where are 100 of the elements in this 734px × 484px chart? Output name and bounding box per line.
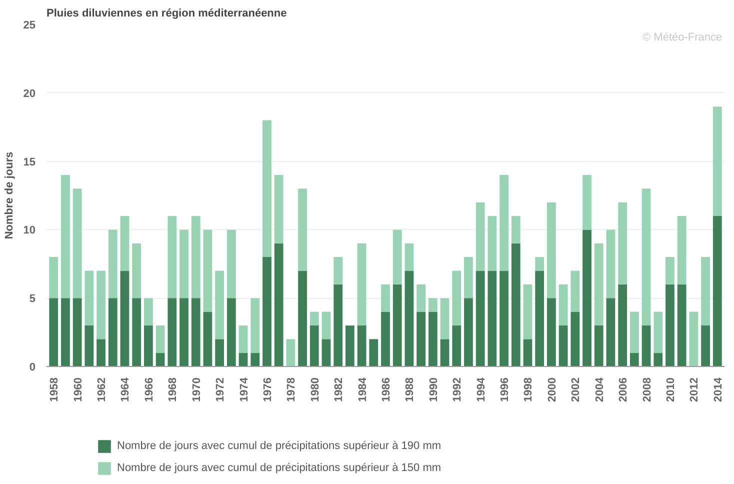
bar (452, 325, 462, 366)
bar (49, 257, 58, 298)
x-tick-label: 1982 (333, 377, 346, 402)
bar (262, 120, 272, 258)
bar (191, 298, 200, 366)
bar (215, 270, 224, 340)
bar (677, 216, 686, 284)
bar (594, 243, 604, 326)
x-tick-label: 1984 (356, 376, 369, 402)
bar (606, 298, 616, 366)
bar (61, 174, 70, 298)
bar (476, 270, 485, 366)
bar (464, 298, 473, 366)
bar (262, 257, 272, 366)
bar (310, 312, 319, 326)
bar (144, 325, 153, 366)
bar (310, 325, 319, 366)
bar (203, 230, 212, 312)
bar (168, 298, 177, 366)
bar (464, 257, 473, 298)
bar (238, 325, 248, 353)
bar (547, 202, 556, 298)
bar (582, 174, 592, 230)
bar (298, 270, 307, 366)
bar (156, 325, 165, 353)
x-tick-label: 1958 (48, 377, 61, 402)
bar (392, 284, 402, 366)
bar (440, 339, 450, 366)
bar (357, 243, 366, 326)
x-tick-label: 1986 (380, 377, 392, 402)
bar (49, 298, 58, 366)
x-tick-label: 1994 (475, 376, 488, 402)
bar (392, 230, 402, 284)
bar (570, 312, 580, 366)
x-tick-label: 1990 (428, 377, 440, 402)
bar (203, 312, 212, 366)
x-tick-label: 1970 (190, 377, 203, 402)
bar (334, 284, 343, 366)
bar (630, 352, 639, 366)
bar (274, 243, 284, 366)
bar (191, 216, 200, 298)
y-tick-label: 20 (23, 88, 36, 100)
bar (523, 339, 532, 366)
bar (156, 352, 165, 366)
bar (452, 270, 462, 326)
x-tick-label: 1988 (404, 377, 416, 402)
bar (404, 243, 414, 271)
bar (180, 298, 188, 366)
bar (404, 270, 414, 366)
bar (500, 270, 508, 366)
bar (630, 312, 639, 353)
x-tick-label: 2002 (570, 377, 582, 402)
bar (654, 352, 663, 366)
y-tick-label: 5 (29, 293, 36, 306)
y-axis-title: Nombre de jours (3, 152, 16, 240)
bar (369, 339, 378, 366)
bar (322, 312, 331, 340)
x-tick-label: 1972 (214, 377, 227, 402)
bar (381, 284, 390, 312)
bar (226, 298, 236, 366)
bar (226, 230, 236, 298)
x-tick-label: 1968 (167, 377, 180, 402)
bar (144, 298, 153, 326)
bar (381, 312, 390, 366)
bar (132, 243, 142, 298)
x-tick-label: 2008 (641, 377, 654, 402)
bar (618, 284, 628, 366)
bar (416, 312, 426, 366)
bar (345, 325, 354, 366)
x-tick-label: 1974 (238, 376, 250, 402)
bar (570, 270, 580, 312)
chart-title: Pluies diluviennes en région méditerranéenne (46, 8, 287, 20)
bar (180, 230, 188, 298)
bar (238, 352, 248, 366)
y-tick-label: 0 (29, 362, 36, 374)
bar (84, 270, 94, 326)
x-tick-label: 1996 (499, 377, 512, 402)
x-tick-label: 1978 (286, 377, 298, 402)
bar (558, 284, 568, 326)
bar (168, 216, 177, 298)
x-tick-label: 1960 (72, 377, 84, 402)
x-tick-label: 1980 (309, 377, 322, 402)
bar (250, 352, 260, 366)
x-tick-label: 2004 (594, 376, 606, 402)
x-tick-label: 1962 (96, 377, 108, 402)
bar (642, 325, 651, 366)
bar (416, 284, 426, 312)
bar (72, 188, 82, 298)
bar (535, 257, 544, 271)
bar (132, 298, 142, 366)
bar (523, 284, 532, 340)
bar (488, 216, 497, 271)
bar (618, 202, 628, 284)
bar (298, 188, 307, 271)
bar (701, 325, 710, 366)
bar (108, 230, 118, 298)
bar (120, 270, 130, 366)
legend-label: Nombre de jours avec cumul de précipitations supérieur à 190 mm (117, 440, 442, 452)
x-tick-label: 2006 (618, 377, 630, 402)
y-tick-label: 25 (23, 20, 36, 32)
